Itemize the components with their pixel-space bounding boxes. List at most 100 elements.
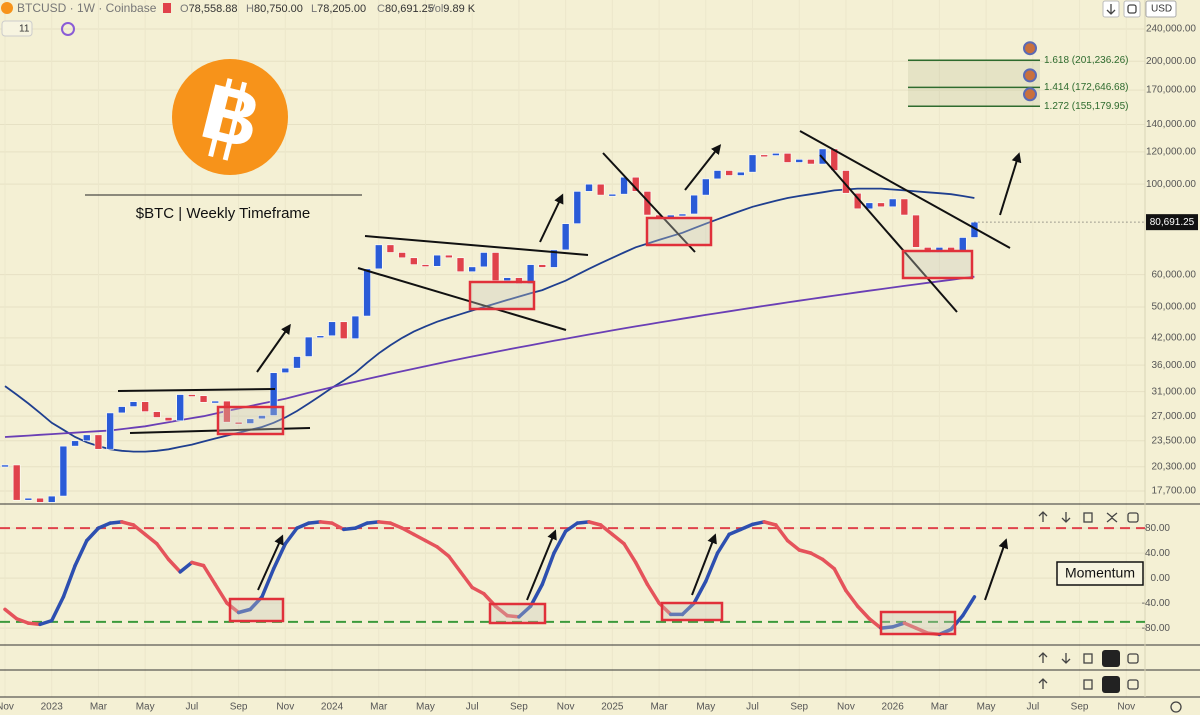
ohlc-label: H (246, 3, 254, 15)
settings[interactable] (1170, 701, 1182, 713)
expand[interactable] (1102, 676, 1120, 693)
momentum-segment (563, 521, 580, 533)
labels: 240,000.00 200,000.00 170,000.00 140,000.00… (0, 24, 1198, 713)
momentum-segment (447, 554, 463, 574)
candle (573, 191, 582, 224)
symbol[interactable]: BTCUSD · 1W · Coinbase (17, 1, 157, 15)
move-up[interactable] (1038, 678, 1048, 689)
candle (760, 154, 769, 158)
candle (678, 213, 687, 217)
candle (106, 412, 114, 450)
momentum-segment (633, 560, 650, 587)
x-tick-label: Sep (510, 702, 528, 713)
arrow (984, 538, 1009, 601)
move-down[interactable] (1061, 512, 1071, 523)
candle (12, 464, 21, 501)
currency-button[interactable] (1145, 0, 1177, 18)
momentum-label-box (1056, 561, 1144, 586)
momentum-segment (587, 520, 603, 527)
momentum-segment (890, 621, 907, 629)
y-tick-label: 170,000.00 (1146, 85, 1196, 96)
arrow (684, 144, 722, 191)
candle (538, 264, 547, 268)
x-tick-label: 2023 (41, 702, 64, 713)
candle (82, 434, 91, 442)
y-tick-label: 42,000.00 (1152, 333, 1197, 344)
indicator-toggle[interactable] (1, 20, 33, 37)
ohlc-label: Vol (428, 3, 443, 15)
candle (316, 335, 325, 339)
y-tick-label: 140,000.00 (1146, 119, 1196, 130)
trend-line (799, 130, 1011, 249)
momentum-segment (610, 532, 626, 546)
momentum-segment (762, 520, 778, 527)
move-up[interactable] (1038, 652, 1048, 663)
candle (900, 198, 909, 216)
candle (737, 171, 745, 176)
candle (59, 445, 68, 497)
collapse[interactable] (1106, 512, 1118, 523)
delete[interactable] (1083, 512, 1093, 523)
delete[interactable] (1083, 653, 1093, 664)
x-tick-label: Mar (931, 702, 949, 713)
ohlc-value: 78,558.88 (189, 3, 238, 15)
candle (608, 193, 617, 197)
candle (865, 202, 874, 210)
x-tick-label: May (136, 702, 155, 713)
momentum-segment (458, 570, 474, 590)
icon (1127, 4, 1137, 14)
momentum-segment (120, 520, 136, 527)
momentum-segment (73, 538, 89, 568)
candle (690, 194, 698, 215)
y-tick-label: 240,000.00 (1146, 24, 1196, 35)
x-tick-label: May (696, 702, 715, 713)
fib-zone (908, 60, 1040, 88)
highlight-box (216, 405, 285, 436)
candle (141, 401, 149, 412)
candle (153, 411, 161, 418)
y-tick-label: 36,000.00 (1152, 360, 1197, 371)
momentum-segment (645, 582, 661, 605)
x-tick-label: Nov (276, 702, 294, 713)
maximize[interactable] (1127, 679, 1139, 690)
momentum-segment (26, 621, 42, 627)
candle (421, 264, 430, 267)
indicator-icon[interactable] (61, 22, 75, 36)
candle (701, 178, 710, 196)
momentum-segment (820, 557, 837, 571)
momentum-segment (528, 582, 545, 608)
y-tick-label: 50,000.00 (1152, 302, 1197, 313)
momentum-segment (739, 522, 755, 532)
candle (772, 153, 780, 156)
moving-average (4, 187, 975, 453)
move-up[interactable] (1038, 511, 1048, 522)
candle (807, 159, 815, 165)
move-down[interactable] (1061, 653, 1071, 664)
candle (550, 249, 558, 268)
momentum-segment (517, 604, 533, 619)
arrow (999, 152, 1022, 216)
x-tick-label: Sep (230, 702, 248, 713)
candle (258, 415, 266, 420)
ohlc-value: 80,750.00 (254, 3, 303, 15)
momentum-segment (85, 526, 101, 543)
maximize[interactable] (1127, 512, 1139, 523)
reset-button[interactable] (1123, 0, 1141, 18)
candle (456, 257, 465, 273)
symbol-icon (1, 2, 13, 14)
x-tick-label: Mar (650, 702, 668, 713)
momentum-segment (388, 521, 404, 530)
momentum-label: Momentum (1065, 565, 1135, 581)
maximize[interactable] (1127, 653, 1139, 664)
expand[interactable] (1102, 650, 1120, 667)
ohlc: O78,558.88 H80,750.00 L78,205.00 C80,691.25… (180, 3, 476, 15)
x-tick-label: Sep (1071, 702, 1089, 713)
x-tick-label: Jul (746, 702, 759, 713)
ohlc-item: Vol9.89 K (428, 3, 476, 15)
momentum-segment (143, 532, 159, 546)
momentum-segment (260, 567, 276, 599)
x-tick-label: 2026 (882, 702, 905, 713)
momentum-segment (271, 542, 288, 571)
delete[interactable] (1083, 679, 1093, 690)
